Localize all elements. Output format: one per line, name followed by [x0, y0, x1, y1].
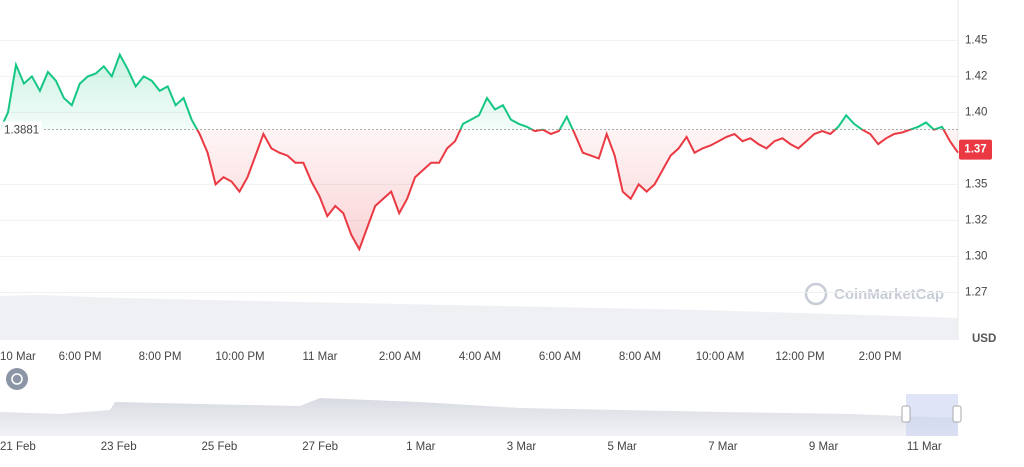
navigator-label: 5 Mar: [607, 441, 637, 453]
x-tick-label: 8:00 AM: [619, 351, 661, 363]
watermark: CoinMarketCap: [834, 286, 944, 303]
x-tick-label: 11 Mar: [303, 351, 338, 363]
navigator-label: 1 Mar: [406, 441, 436, 453]
x-tick-label: 4:00 AM: [459, 351, 501, 363]
last-price-label: 1.37: [964, 144, 986, 156]
navigator-window[interactable]: [906, 394, 958, 436]
last-price-badge: [959, 139, 992, 160]
x-tick-label: 2:00 AM: [379, 351, 421, 363]
y-tick-label: 1.32: [965, 214, 987, 226]
y-tick-label: 1.30: [965, 250, 987, 262]
navigator-label: 25 Feb: [201, 441, 237, 453]
navigator-label: 11 Mar: [907, 441, 942, 453]
navigator-area: [0, 398, 958, 436]
history-button[interactable]: [6, 368, 28, 390]
y-tick-label: 1.27: [965, 286, 987, 298]
x-tick-label: 8:00 PM: [139, 351, 182, 363]
x-tick-label: 12:00 PM: [775, 351, 824, 363]
x-tick-label: 10:00 AM: [696, 351, 745, 363]
navigator-label: 9 Mar: [809, 441, 839, 453]
navigator-label: 23 Feb: [101, 441, 137, 453]
y-tick-label: 1.35: [965, 178, 987, 190]
navigator-label: 21 Feb: [0, 441, 36, 453]
navigator-label: 27 Feb: [302, 441, 338, 453]
baseline-label: 1.3881: [4, 125, 39, 137]
volume-area: [0, 295, 958, 340]
y-tick-label: 1.42: [965, 70, 987, 82]
navigator-label: 3 Mar: [507, 441, 537, 453]
baseline-label-bg: [0, 121, 42, 138]
x-tick-label: 2:00 PM: [859, 351, 902, 363]
navigator-handle[interactable]: [952, 405, 962, 423]
y-tick-label: 1.40: [965, 106, 987, 118]
x-tick-label: 6:00 PM: [59, 351, 102, 363]
unit-label: USD: [972, 333, 996, 345]
x-tick-label: 6:00 AM: [539, 351, 581, 363]
y-tick-label: 1.45: [965, 34, 987, 46]
navigator-label: 7 Mar: [708, 441, 738, 453]
x-tick-label: 10 Mar: [0, 351, 36, 363]
x-tick-label: 10:00 PM: [215, 351, 264, 363]
navigator-handle[interactable]: [901, 405, 911, 423]
price-line: [0, 52, 959, 252]
watermark-logo: [804, 282, 828, 306]
